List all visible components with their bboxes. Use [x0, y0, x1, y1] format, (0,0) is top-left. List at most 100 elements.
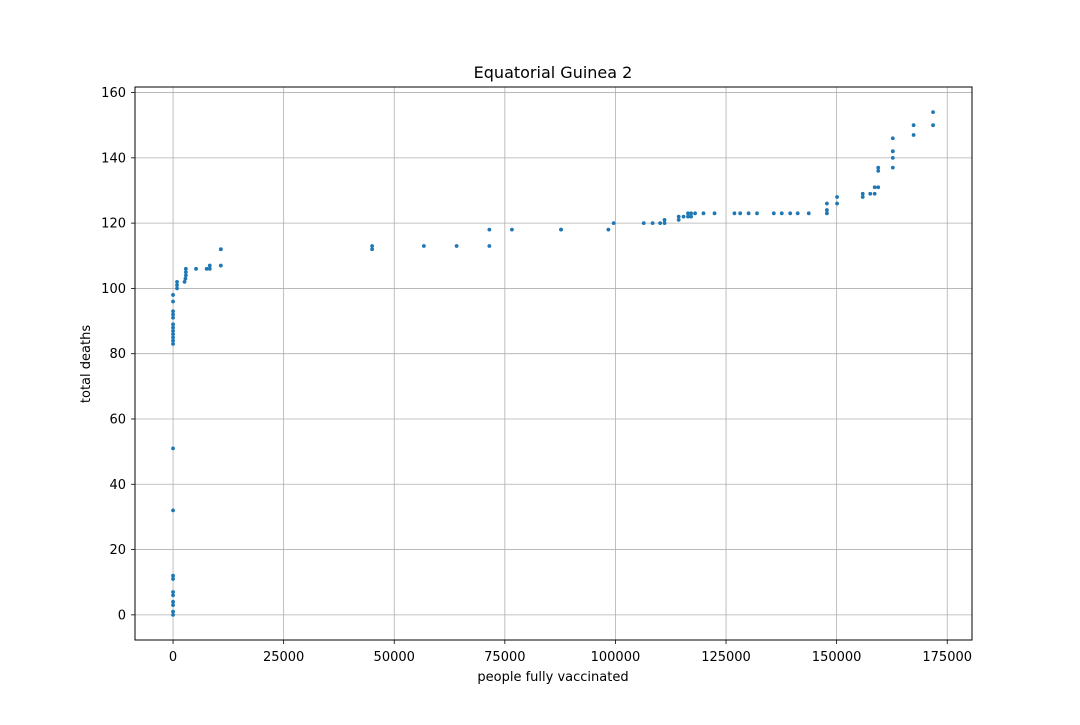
- data-point: [171, 446, 175, 451]
- data-point: [171, 599, 175, 604]
- data-point: [171, 603, 175, 607]
- data-point: [182, 279, 187, 284]
- y-tick-label: 20: [109, 543, 126, 558]
- data-point: [650, 221, 655, 226]
- data-point: [175, 279, 179, 284]
- data-point: [171, 312, 175, 317]
- data-point: [911, 123, 916, 128]
- x-tick-label: 100000: [591, 650, 641, 665]
- y-tick-label: 60: [109, 412, 126, 427]
- data-point: [824, 211, 829, 216]
- x-axis-ticks: 0 25000 50000 75000 100000 125000 150000 175000: [169, 640, 972, 665]
- data-point: [370, 247, 375, 252]
- data-point: [171, 573, 175, 578]
- data-point: [689, 211, 693, 216]
- data-point: [207, 263, 212, 268]
- y-tick-label: 120: [101, 217, 126, 232]
- data-point: [835, 195, 839, 199]
- data-points: [171, 110, 935, 617]
- data-point: [611, 221, 616, 226]
- data-point: [641, 221, 646, 226]
- data-point: [171, 309, 175, 314]
- data-point: [183, 266, 188, 271]
- data-point: [171, 325, 175, 330]
- data-point: [183, 270, 188, 274]
- data-point: [701, 211, 706, 216]
- data-point: [171, 338, 175, 343]
- y-tick-label: 140: [101, 151, 126, 166]
- y-tick-label: 0: [118, 608, 126, 623]
- x-tick-label: 175000: [922, 650, 972, 665]
- data-point: [510, 227, 514, 232]
- data-point: [194, 266, 198, 271]
- data-point: [746, 211, 751, 216]
- data-point: [171, 335, 175, 340]
- data-point: [771, 211, 776, 216]
- x-tick-label: 50000: [374, 650, 415, 665]
- data-point: [686, 214, 690, 219]
- data-point: [559, 227, 563, 232]
- data-point: [931, 123, 935, 128]
- data-point: [487, 244, 492, 248]
- data-point: [824, 201, 829, 206]
- x-tick-label: 150000: [812, 650, 862, 665]
- data-point: [662, 217, 667, 222]
- data-point: [876, 185, 881, 190]
- data-point: [732, 211, 737, 216]
- x-tick-label: 75000: [484, 650, 525, 665]
- data-point: [911, 133, 916, 137]
- data-point: [890, 165, 895, 170]
- data-point: [872, 185, 877, 190]
- data-point: [171, 315, 175, 320]
- data-point: [686, 211, 690, 216]
- data-point: [171, 593, 175, 598]
- data-point: [421, 244, 426, 248]
- data-point: [175, 283, 179, 288]
- data-point: [171, 328, 175, 333]
- chart-title: Equatorial Guinea 2: [474, 63, 633, 82]
- data-point: [868, 191, 873, 196]
- data-point: [779, 211, 784, 216]
- data-point: [487, 227, 492, 232]
- data-point: [890, 149, 895, 154]
- data-point: [171, 342, 175, 346]
- data-point: [872, 191, 877, 196]
- y-axis-label: total deaths: [79, 325, 94, 403]
- data-point: [218, 247, 223, 252]
- data-point: [171, 590, 175, 594]
- data-point: [171, 322, 175, 327]
- data-point: [676, 217, 681, 222]
- x-tick-label: 25000: [263, 650, 304, 665]
- grid: [135, 87, 972, 640]
- data-point: [171, 577, 175, 581]
- data-point: [370, 244, 375, 248]
- data-point: [755, 211, 759, 216]
- data-point: [860, 191, 865, 196]
- data-point: [788, 211, 793, 216]
- data-point: [183, 276, 188, 281]
- data-point: [824, 208, 829, 212]
- data-point: [171, 293, 175, 297]
- y-axis-ticks: 0 20 40 60 80 100 120 140 160: [101, 86, 135, 623]
- data-point: [171, 508, 175, 513]
- x-axis-label: people fully vaccinated: [477, 670, 628, 685]
- data-point: [606, 227, 611, 232]
- data-point: [183, 273, 188, 278]
- y-tick-label: 100: [101, 282, 126, 297]
- data-point: [676, 214, 681, 219]
- data-point: [171, 332, 175, 337]
- data-point: [681, 214, 686, 219]
- data-point: [876, 165, 881, 170]
- data-point: [738, 211, 743, 216]
- data-point: [890, 155, 895, 160]
- data-point: [806, 211, 811, 216]
- data-point: [207, 266, 212, 271]
- data-point: [454, 244, 459, 248]
- plot-frame: [134, 86, 973, 641]
- data-point: [712, 211, 717, 216]
- y-tick-label: 160: [101, 86, 126, 101]
- data-point: [689, 214, 693, 219]
